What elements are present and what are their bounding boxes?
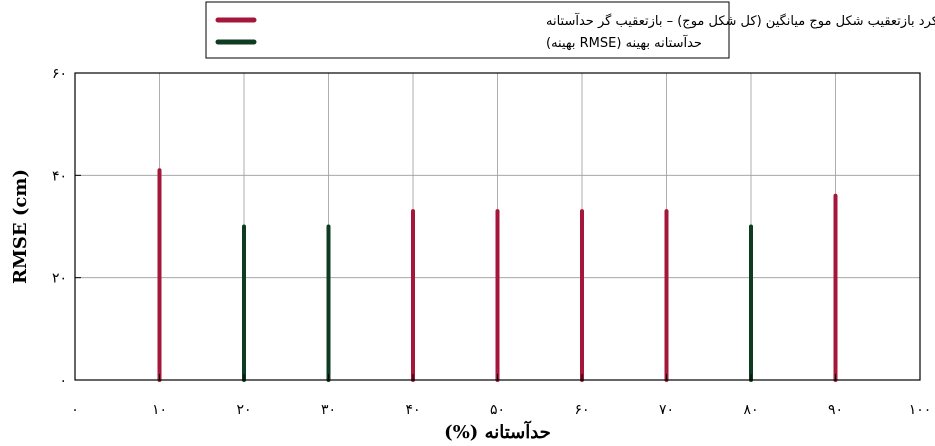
- x-tick-label-1: ۱۰: [152, 402, 167, 418]
- y-axis-ticks: ۰ ۲۰ ۴۰ ۶۰: [52, 66, 81, 389]
- x-axis-title: حدآستانه (%): [444, 420, 551, 443]
- legend: رویکرد بازتعقیب شکل موج میانگین (کل شکل …: [205, 1, 935, 59]
- x-tick-label-9: ۹۰: [828, 402, 843, 418]
- x-tick-label-10: ۱۰۰: [909, 402, 932, 418]
- y-tick-label-0: ۰: [59, 373, 67, 389]
- x-tick-label-5: ۵۰: [490, 402, 505, 418]
- x-tick-label-7: ۷۰: [659, 402, 674, 418]
- x-tick-label-6: ۶۰: [574, 402, 589, 418]
- legend-label-optimal-threshold: حدآستانه بهینه (RMSE بهینه): [546, 34, 702, 51]
- x-tick-label-4: ۴۰: [405, 402, 420, 418]
- y-axis-title: RMSE (cm): [10, 169, 31, 284]
- y-tick-label-1: ۲۰: [52, 271, 67, 287]
- x-tick-label-2: ۲۰: [236, 402, 251, 418]
- x-tick-label-3: ۳۰: [321, 402, 336, 418]
- legend-box: [205, 1, 730, 59]
- x-tick-label-0: ۰: [71, 402, 79, 418]
- y-tick-label-3: ۶۰: [52, 66, 67, 82]
- x-axis-ticks: ۰ ۱۰ ۲۰ ۳۰ ۴۰ ۵۰ ۶۰ ۷۰ ۸۰ ۹۰ ۱۰۰: [71, 374, 931, 418]
- y-tick-label-2: ۴۰: [52, 168, 67, 184]
- legend-label-mean-waveform: رویکرد بازتعقیب شکل موج میانگین (کل شکل …: [546, 12, 935, 29]
- bars: [157, 168, 838, 382]
- x-tick-label-8: ۸۰: [743, 402, 758, 418]
